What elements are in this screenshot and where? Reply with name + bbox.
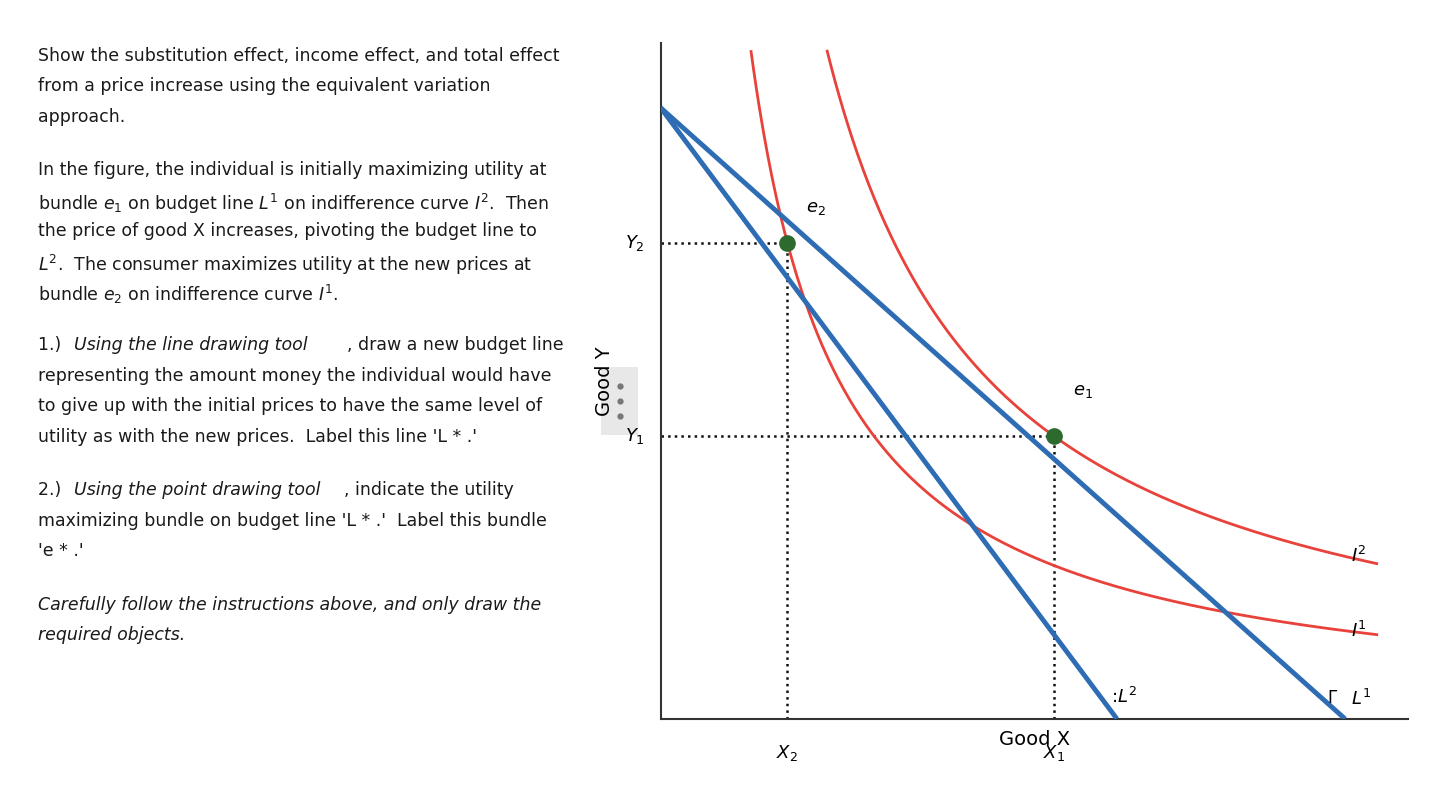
- Text: Show the substitution effect, income effect, and total effect: Show the substitution effect, income eff…: [38, 47, 560, 65]
- Text: 1.): 1.): [38, 337, 67, 355]
- Text: $Y_1$: $Y_1$: [624, 426, 645, 446]
- Text: $e_1$: $e_1$: [1073, 382, 1092, 401]
- Text: $L^1$: $L^1$: [1352, 689, 1372, 709]
- FancyBboxPatch shape: [600, 360, 640, 441]
- Text: :$L^2$: :$L^2$: [1111, 687, 1137, 707]
- Text: approach.: approach.: [38, 107, 125, 126]
- Text: $I^1$: $I^1$: [1352, 621, 1366, 641]
- Text: 2.): 2.): [38, 481, 67, 499]
- Text: 'e * .': 'e * .': [38, 542, 84, 560]
- Text: $X_2$: $X_2$: [777, 743, 799, 763]
- Text: $e_2$: $e_2$: [806, 199, 826, 217]
- Text: $\Gamma$: $\Gamma$: [1327, 690, 1337, 707]
- Text: utility as with the new prices.  Label this line 'L * .': utility as with the new prices. Label th…: [38, 428, 478, 446]
- X-axis label: Good X: Good X: [999, 730, 1070, 749]
- Text: to give up with the initial prices to have the same level of: to give up with the initial prices to ha…: [38, 397, 543, 416]
- Text: $X_1$: $X_1$: [1043, 743, 1064, 763]
- Text: required objects.: required objects.: [38, 626, 186, 644]
- Text: bundle $e_2$ on indifference curve $I^1$.: bundle $e_2$ on indifference curve $I^1$…: [38, 283, 338, 307]
- Text: the price of good X increases, pivoting the budget line to: the price of good X increases, pivoting …: [38, 222, 537, 240]
- Text: , draw a new budget line: , draw a new budget line: [347, 337, 563, 355]
- Text: $I^2$: $I^2$: [1352, 547, 1366, 566]
- Text: , indicate the utility: , indicate the utility: [344, 481, 514, 499]
- Text: Carefully follow the instructions above, and only draw the: Carefully follow the instructions above,…: [38, 596, 542, 614]
- Text: Using the point drawing tool: Using the point drawing tool: [74, 481, 321, 499]
- Text: $Y_2$: $Y_2$: [624, 233, 645, 253]
- Text: $L^2$.  The consumer maximizes utility at the new prices at: $L^2$. The consumer maximizes utility at…: [38, 253, 533, 276]
- Text: maximizing bundle on budget line 'L * .'  Label this bundle: maximizing bundle on budget line 'L * .'…: [38, 512, 547, 530]
- Text: Good Y: Good Y: [595, 346, 614, 416]
- Text: Using the line drawing tool: Using the line drawing tool: [74, 337, 308, 355]
- Text: bundle $e_1$ on budget line $L^1$ on indifference curve $I^2$.  Then: bundle $e_1$ on budget line $L^1$ on ind…: [38, 191, 549, 216]
- Text: representing the amount money the individual would have: representing the amount money the indivi…: [38, 367, 552, 385]
- Text: In the figure, the individual is initially maximizing utility at: In the figure, the individual is initial…: [38, 161, 547, 179]
- Text: from a price increase using the equivalent variation: from a price increase using the equivale…: [38, 77, 491, 96]
